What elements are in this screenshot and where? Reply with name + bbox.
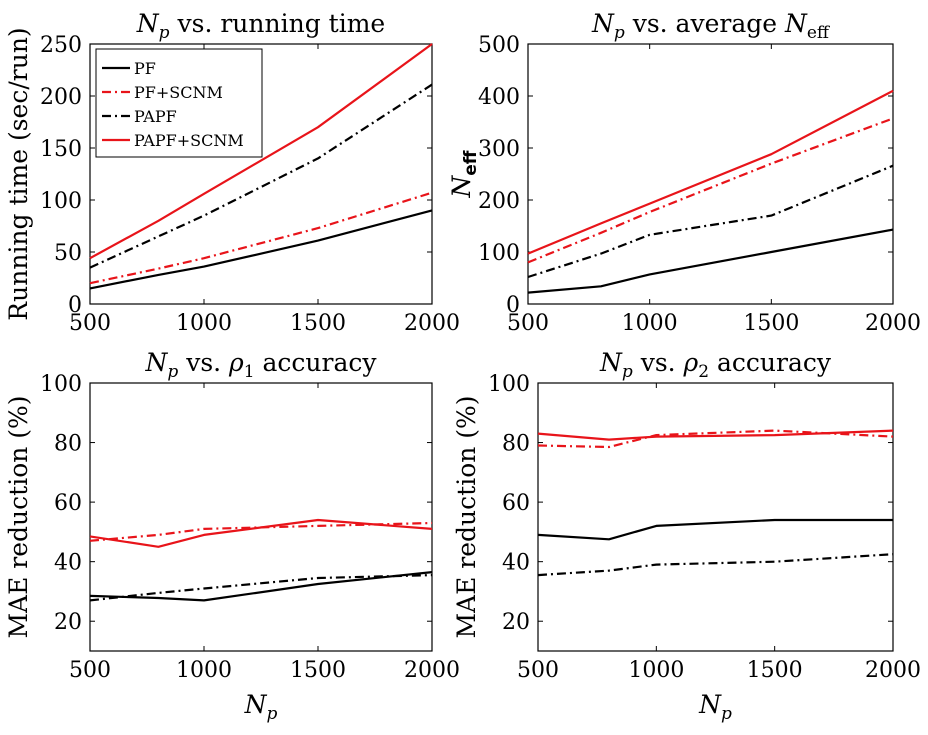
series-line-papf-plus-scnm [89, 43, 433, 260]
series-line-pf [89, 209, 433, 290]
x-tick-label: 1500 [290, 311, 346, 336]
legend-entry-label: PF [134, 59, 156, 78]
x-tick-label: 1000 [622, 311, 678, 336]
chart-2: 500 1000 1500 2000 0 100 200 300 400 500 Np vs. av… [447, 9, 921, 336]
y-tick-label: 500 [478, 33, 520, 58]
y-axis-label: Neff [447, 150, 481, 198]
series-line-papf-plus-scnm [89, 518, 433, 548]
x-tick-label: 2000 [404, 311, 460, 336]
plot-area [89, 382, 433, 652]
x-tick-label: 1000 [176, 658, 232, 683]
x-tick-label: 1000 [176, 311, 232, 336]
plot-area [89, 43, 433, 305]
chart-4: 500 1000 1500 2000 20 40 60 80 100 Np vs. ρ2 accu… [452, 348, 921, 724]
legend-entry-label: PAPF+SCNM [134, 131, 244, 150]
x-tick-label: 1500 [747, 658, 803, 683]
x-tick-label: 2000 [865, 658, 921, 683]
x-tick-label: 500 [69, 658, 111, 683]
y-tick-label: 80 [54, 432, 82, 457]
y-tick-label: 200 [40, 85, 82, 110]
series-line-papf [89, 574, 433, 602]
series-line-pf-plus-scnm [527, 117, 894, 264]
chart-title: Np vs. average Neff [591, 9, 831, 43]
series-line-pf [537, 518, 893, 541]
x-tick-label: 1500 [290, 658, 346, 683]
chart-3: 500 1000 1500 2000 20 40 60 80 100 Np vs. ρ1 accu… [4, 348, 460, 724]
series-line-pf-plus-scnm [537, 429, 894, 449]
x-axis-label: Np [698, 690, 732, 724]
y-tick-label: 20 [54, 610, 82, 635]
y-tick-label: 60 [54, 491, 82, 516]
series-line-pf-plus-scnm [89, 521, 433, 542]
y-tick-label: 0 [506, 293, 520, 318]
plot-area [537, 382, 894, 652]
y-tick-label: 300 [478, 137, 520, 162]
chart-1: 500 1000 1500 2000 0 50 100 150 200 250 Np vs. run… [4, 9, 460, 336]
y-tick-label: 40 [54, 551, 82, 576]
y-tick-label: 100 [478, 241, 520, 266]
x-axis-label: Np [244, 690, 278, 724]
series-line-papf [537, 553, 894, 577]
y-tick-label: 40 [502, 551, 530, 576]
y-tick-label: 0 [68, 293, 82, 318]
y-tick-label: 100 [488, 372, 530, 397]
y-tick-label: 150 [40, 137, 82, 162]
series-line-papf [89, 83, 433, 269]
y-axis-label: MAE reduction (%) [452, 395, 481, 638]
x-tick-label: 1000 [628, 658, 684, 683]
series-line-papf-plus-scnm [527, 89, 894, 255]
y-tick-label: 80 [502, 432, 530, 457]
x-tick-label: 500 [517, 658, 559, 683]
y-tick-label: 200 [478, 189, 520, 214]
legend: PF PF+SCNM PAPF PAPF+SCNM [95, 48, 263, 158]
chart-title: Np vs. ρ1 accuracy [144, 348, 377, 382]
series-line-papf-plus-scnm [537, 429, 894, 441]
chart-title: Np vs. running time [136, 9, 385, 43]
y-tick-label: 400 [478, 85, 520, 110]
y-axis-label: Running time (sec/run) [4, 27, 33, 320]
x-tick-label: 2000 [865, 311, 921, 336]
x-tick-label: 500 [507, 311, 549, 336]
y-tick-label: 50 [54, 241, 82, 266]
x-tick-label: 2000 [404, 658, 460, 683]
series-line-pf [89, 571, 433, 602]
y-axis-label: MAE reduction (%) [4, 395, 33, 638]
plot-area [527, 43, 894, 305]
legend-entry-label: PF+SCNM [134, 83, 223, 102]
y-tick-label: 100 [40, 372, 82, 397]
chart-title: Np vs. ρ2 accuracy [599, 348, 832, 382]
y-tick-label: 60 [502, 491, 530, 516]
y-tick-label: 100 [40, 189, 82, 214]
series-line-papf [527, 164, 894, 279]
x-tick-label: 1500 [743, 311, 799, 336]
y-tick-label: 20 [502, 610, 530, 635]
series-line-pf [527, 228, 894, 294]
y-tick-label: 250 [40, 33, 82, 58]
x-tick-label: 500 [69, 311, 111, 336]
series-line-pf-plus-scnm [89, 191, 433, 285]
legend-entry-label: PAPF [134, 107, 177, 126]
